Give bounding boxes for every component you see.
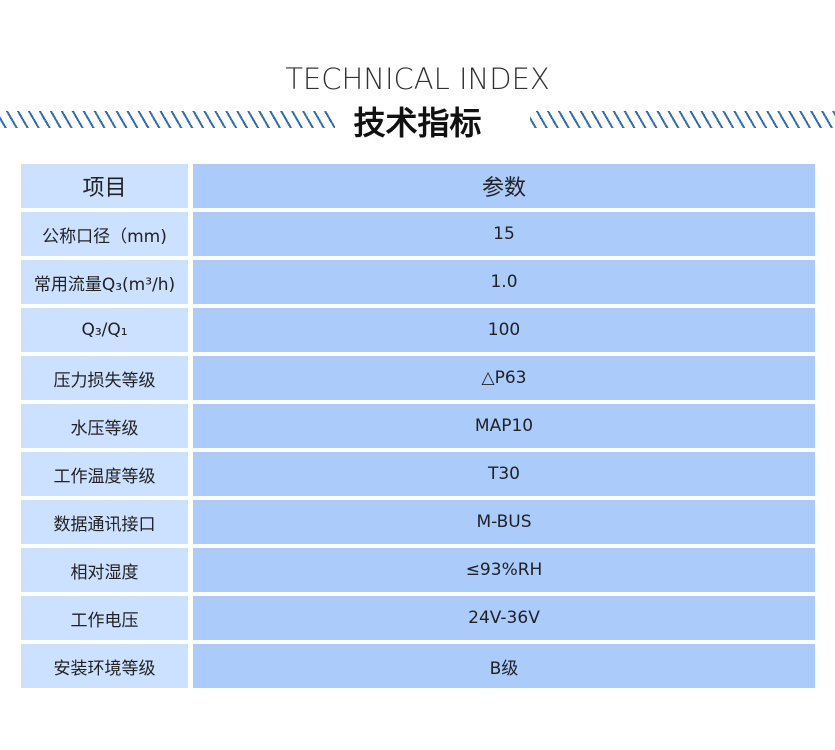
table-row: 工作电压 24V-36V <box>21 596 815 640</box>
row-value: 100 <box>193 308 815 352</box>
row-label: 公称口径（mm) <box>21 212 188 256</box>
row-label: 相对湿度 <box>21 548 188 592</box>
row-value: T30 <box>193 452 815 496</box>
table-row: 数据通讯接口 M-BUS <box>21 500 815 544</box>
row-label: 水压等级 <box>21 404 188 448</box>
header-item: 项目 <box>21 164 188 208</box>
table-row: 工作温度等级 T30 <box>21 452 815 496</box>
table-row: 安装环境等级 B级 <box>21 644 815 688</box>
row-label: 常用流量Q₃(m³/h) <box>21 260 188 304</box>
row-label: 安装环境等级 <box>21 644 188 688</box>
row-value: B级 <box>193 644 815 688</box>
header-param: 参数 <box>193 164 815 208</box>
row-value: 24V-36V <box>193 596 815 640</box>
row-label: 压力损失等级 <box>21 356 188 400</box>
table-header: 项目 参数 <box>21 164 815 208</box>
table-row: 相对湿度 ≤93%RH <box>21 548 815 592</box>
table-row: 常用流量Q₃(m³/h) 1.0 <box>21 260 815 304</box>
row-label: 工作电压 <box>21 596 188 640</box>
row-value: ≤93%RH <box>193 548 815 592</box>
spec-table: 项目 参数 公称口径（mm) 15 常用流量Q₃(m³/h) 1.0 Q₃/Q₁ 100 压… <box>21 164 815 692</box>
row-value: MAP10 <box>193 404 815 448</box>
row-value: 1.0 <box>193 260 815 304</box>
title-english: TECHNICAL INDEX <box>285 62 550 96</box>
table-row: Q₃/Q₁ 100 <box>21 308 815 352</box>
table-row: 压力损失等级 △P63 <box>21 356 815 400</box>
table-row: 水压等级 MAP10 <box>21 404 815 448</box>
row-label: Q₃/Q₁ <box>21 308 188 352</box>
hatch-decoration-left <box>0 111 335 128</box>
row-label: 工作温度等级 <box>21 452 188 496</box>
row-label: 数据通讯接口 <box>21 500 188 544</box>
hatch-decoration-right <box>530 111 835 128</box>
table-row: 公称口径（mm) 15 <box>21 212 815 256</box>
title-chinese: 技术指标 <box>353 104 482 142</box>
row-value: M-BUS <box>193 500 815 544</box>
row-value: △P63 <box>193 356 815 400</box>
row-value: 15 <box>193 212 815 256</box>
